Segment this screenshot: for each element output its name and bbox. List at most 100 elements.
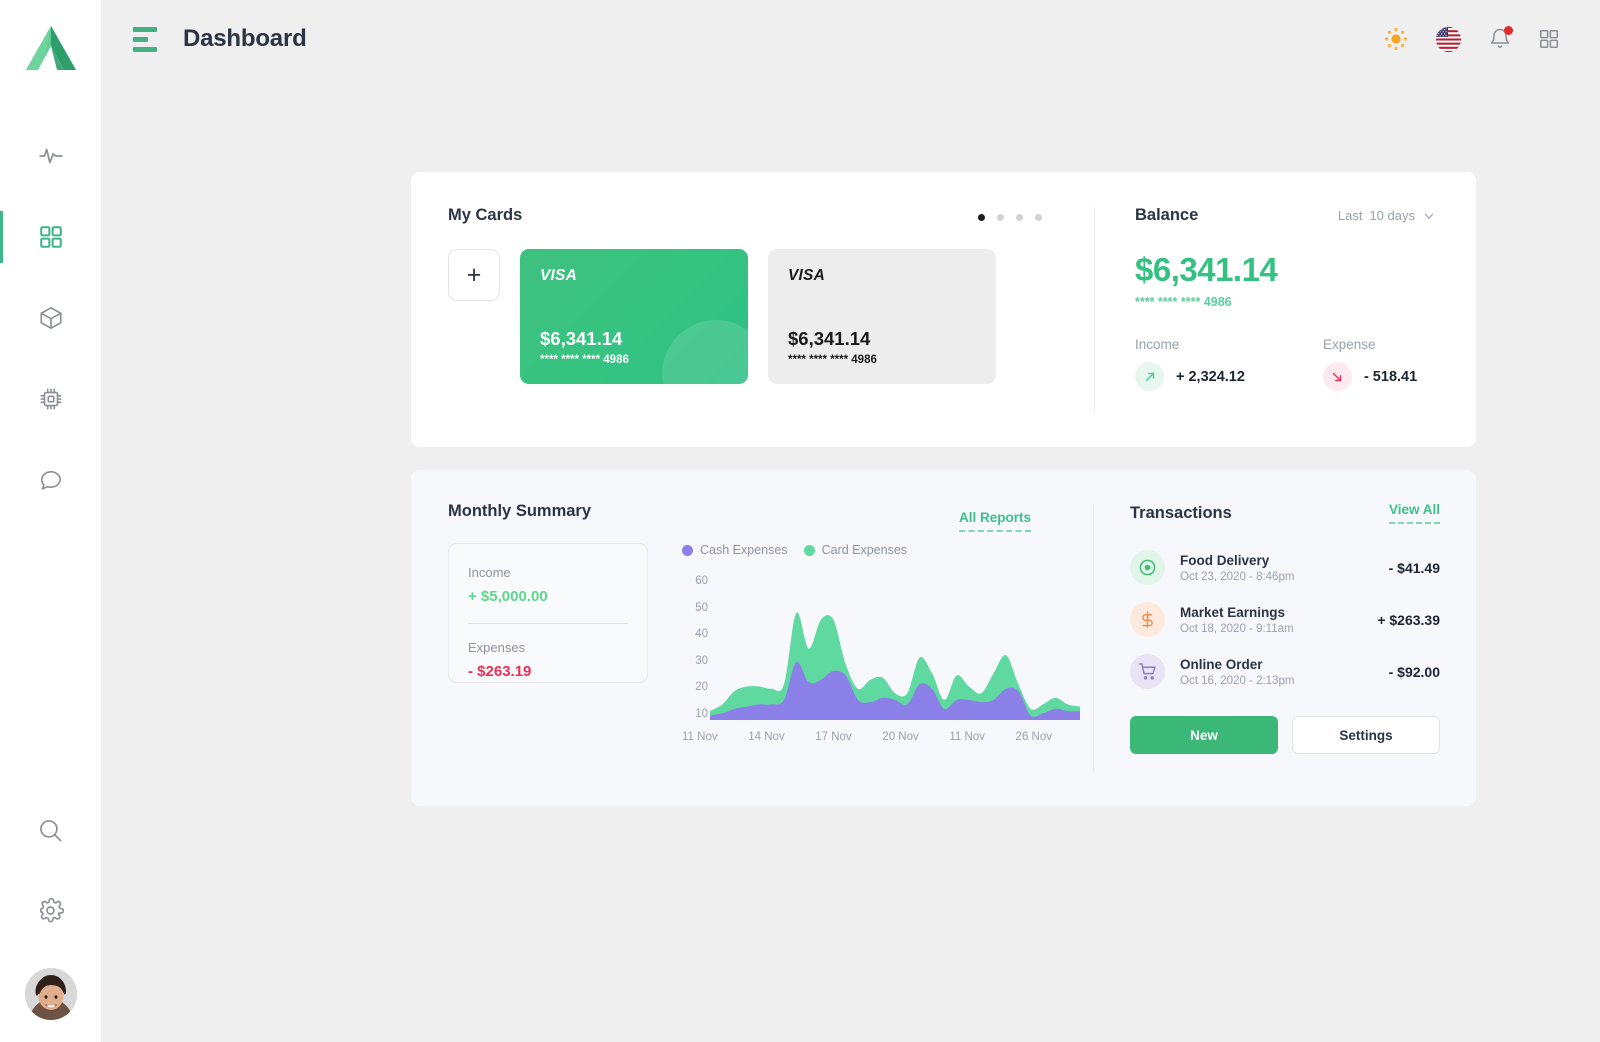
transaction-amount: - $92.00 [1388, 663, 1440, 680]
legend-swatch-cash [682, 544, 693, 556]
range-value: 10 days [1369, 208, 1415, 223]
main-area: Dashboard [101, 0, 1600, 1042]
card-amount: $6,341.14 [540, 328, 623, 349]
panel-divider [1094, 206, 1095, 413]
sidebar-item-devices[interactable] [0, 377, 101, 421]
balance-card-number: **** **** **** 4986 [1135, 295, 1232, 309]
pagination-dot[interactable] [1035, 214, 1042, 221]
legend-label-card: Card Expenses [821, 543, 908, 557]
avatar[interactable] [24, 968, 77, 1020]
sidebar [0, 0, 101, 1042]
arrow-up-right-icon [1135, 362, 1164, 391]
credit-card-secondary[interactable]: VISA $6,341.14 **** **** **** 4986 [768, 249, 996, 384]
page-title: Dashboard [183, 25, 307, 52]
all-reports-link[interactable]: All Reports [958, 510, 1031, 532]
range-prefix: Last [1337, 208, 1363, 223]
chart-legend: Cash Expenses Card Expenses [682, 543, 1072, 557]
balance-amount: $6,341.14 [1135, 251, 1278, 288]
pagination-dot[interactable] [997, 214, 1004, 221]
shopping-cart-icon [1130, 654, 1165, 689]
sidebar-item-search[interactable] [0, 808, 101, 852]
card-number: **** **** **** 4986 [788, 354, 877, 366]
topbar: Dashboard [101, 0, 1600, 78]
table-row[interactable]: Market Earnings Oct 18, 2020 - 9:11am + … [1130, 602, 1440, 637]
balance-section: Balance Last 10 days $6,341.14 **** ****… [1095, 172, 1476, 447]
add-card-button[interactable]: + [448, 249, 500, 301]
chart-svg [710, 612, 1080, 720]
ytick: 50 [695, 601, 708, 614]
area-cash-expenses [710, 661, 1080, 720]
disc-target-icon [1130, 550, 1165, 585]
hamburger-menu-icon[interactable] [133, 26, 157, 52]
apps-grid-icon[interactable] [1538, 28, 1560, 50]
sidebar-item-dashboard[interactable] [0, 211, 101, 263]
transactions-title: Transactions [1130, 503, 1232, 522]
panel-divider [1093, 504, 1094, 772]
my-cards-section: My Cards + VISA $6,341.14 **** **** *** [411, 172, 1094, 447]
transactions-actions: New Settings [1130, 716, 1440, 754]
summary-body: Income + $5,000.00 Expenses - $263.19 Ca… [448, 543, 1093, 743]
income-value: + 2,324.12 [1176, 368, 1245, 385]
summary-expenses-value: - $263.19 [468, 663, 532, 680]
search-icon [40, 819, 62, 841]
arrow-down-right-icon [1322, 362, 1352, 391]
table-row[interactable]: Online Order Oct 16, 2020 - 2:13pm - $92… [1130, 654, 1440, 689]
sidebar-bottom [0, 808, 101, 1042]
transaction-info: Online Order Oct 16, 2020 - 2:13pm [1180, 657, 1294, 687]
us-flag-icon[interactable] [1435, 26, 1462, 53]
topbar-actions [1383, 26, 1560, 53]
chevron-down-icon [1424, 213, 1434, 219]
legend-item-cash: Cash Expenses [682, 543, 788, 557]
chat-bubble-icon [40, 470, 61, 490]
gear-icon [39, 897, 64, 922]
credit-card-primary[interactable]: VISA $6,341.14 **** **** **** 4986 [520, 249, 748, 384]
sidebar-item-products[interactable] [0, 296, 101, 340]
sidebar-item-settings[interactable] [0, 888, 101, 932]
sidebar-item-messages[interactable] [0, 458, 101, 502]
balance-stats: Income + 2,324.12 Expense [1135, 337, 1436, 391]
monthly-summary-title: Monthly Summary [448, 502, 592, 520]
expenses-area-chart: Cash Expenses Card Expenses 60 50 [682, 543, 1080, 743]
legend-swatch-card [803, 544, 815, 556]
summary-divider [468, 623, 628, 624]
transaction-name: Food Delivery [1180, 552, 1270, 568]
pagination-dot[interactable] [978, 214, 985, 221]
sidebar-nav [0, 134, 101, 502]
triangle-logo[interactable] [24, 24, 78, 74]
ytick: 10 [695, 707, 708, 720]
balance-range-selector[interactable]: Last 10 days [1338, 208, 1436, 223]
chart-x-axis: 11 Nov 14 Nov 17 Nov 20 Nov 11 Nov 26 No… [682, 731, 1052, 743]
expense-label: Expense [1322, 337, 1376, 352]
brightness-sun-icon[interactable] [1383, 26, 1409, 52]
pagination-dot[interactable] [1016, 214, 1023, 221]
legend-label-cash: Cash Expenses [700, 543, 788, 557]
transaction-date: Oct 23, 2020 - 8:46pm [1180, 570, 1295, 583]
cube-box-icon [39, 307, 62, 329]
ytick: 20 [695, 681, 708, 694]
activity-pulse-icon [38, 148, 63, 164]
transaction-amount: + $263.39 [1377, 611, 1440, 628]
new-button[interactable]: New [1130, 716, 1278, 754]
monthly-summary-section: Monthly Summary All Reports Income + $5,… [411, 470, 1093, 806]
transaction-date: Oct 16, 2020 - 2:13pm [1180, 674, 1295, 687]
transaction-info: Food Delivery Oct 23, 2020 - 8:46pm [1180, 553, 1294, 583]
notification-badge [1504, 26, 1513, 35]
cards-pagination[interactable] [978, 214, 1042, 221]
card-brand: VISA [540, 267, 577, 284]
notification-bell-icon[interactable] [1488, 26, 1513, 51]
transaction-amount: - $41.49 [1388, 559, 1440, 576]
view-all-link[interactable]: View All [1388, 502, 1440, 524]
summary-income-label: Income [468, 565, 511, 580]
cards-balance-panel: My Cards + VISA $6,341.14 **** **** *** [411, 172, 1476, 447]
card-number: **** **** **** 4986 [540, 354, 629, 366]
transaction-date: Oct 18, 2020 - 9:11am [1180, 622, 1294, 635]
xtick: 20 Nov [882, 731, 919, 743]
sidebar-item-analytics[interactable] [0, 134, 101, 178]
balance-title: Balance [1135, 206, 1199, 224]
transactions-header: Transactions View All [1130, 502, 1440, 524]
table-row[interactable]: Food Delivery Oct 23, 2020 - 8:46pm - $4… [1130, 550, 1440, 585]
transaction-name: Market Earnings [1180, 604, 1286, 620]
settings-button[interactable]: Settings [1292, 716, 1440, 754]
summary-income-value: + $5,000.00 [468, 588, 548, 605]
summary-totals-box: Income + $5,000.00 Expenses - $263.19 [448, 543, 648, 683]
